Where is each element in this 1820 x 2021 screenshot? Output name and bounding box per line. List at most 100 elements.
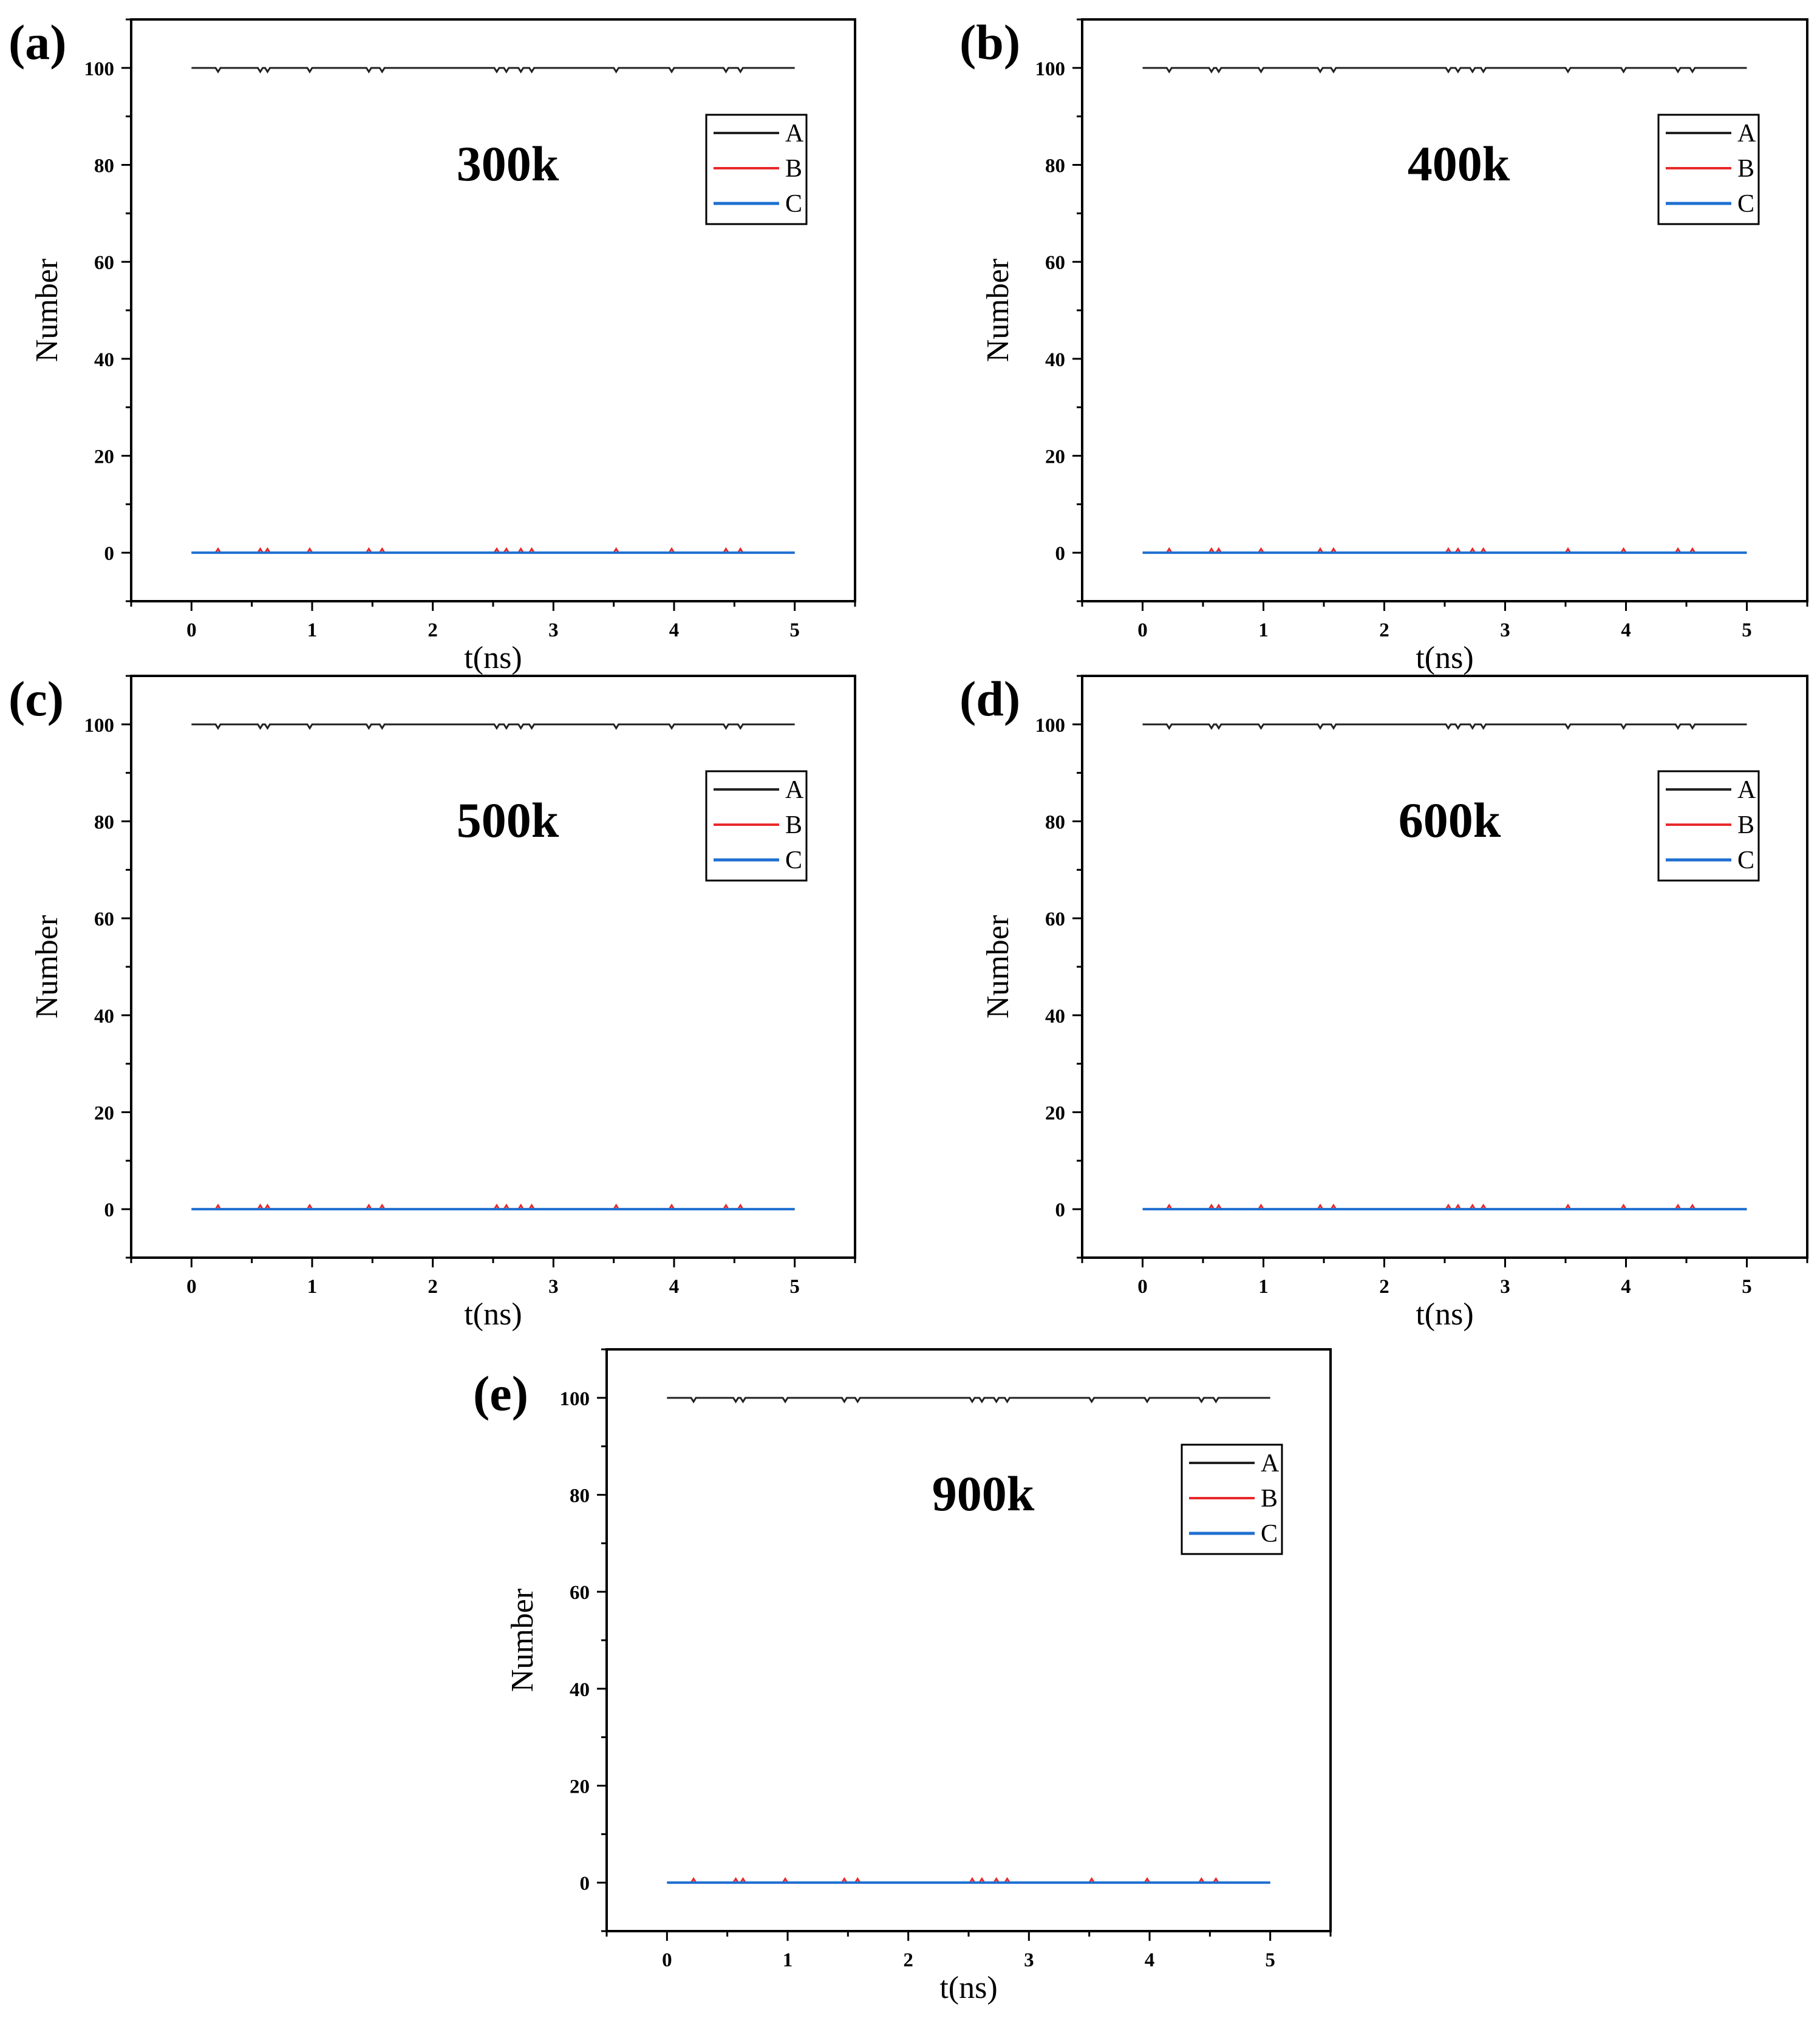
y-tick-label: 40 [1045,1006,1065,1028]
x-axis-title: t(ns) [1416,1297,1473,1332]
y-tick-label: 60 [1045,252,1065,274]
chart-panel-3: 0 1 2 3 4 5 0 20 40 60 80 100 t(ns) Number (c) 500k ABC [9,671,856,1332]
y-tick-label: 0 [104,543,115,565]
x-tick-label: 2 [1379,1276,1389,1298]
x-tick-label: 0 [1137,619,1148,641]
y-tick-label: 80 [94,155,114,177]
legend-label-C: C [785,847,802,874]
x-tick-label: 3 [1500,619,1510,641]
x-tick-label: 2 [903,1949,913,1971]
x-tick-label: 5 [789,1276,800,1298]
y-tick-label: 0 [104,1199,115,1221]
x-tick-label: 1 [307,619,318,641]
series-line-A [1142,723,1747,731]
y-axis-title: Number [30,915,64,1018]
y-tick-label: 100 [1035,715,1066,737]
y-axis-title: Number [505,1589,540,1692]
temperature-label: 500k [457,792,559,848]
y-tick-label: 80 [94,812,114,834]
y-tick-label: 100 [560,1388,590,1410]
panel-letter: (e) [473,1366,528,1421]
y-tick-label: 80 [570,1485,590,1507]
x-tick-label: 4 [669,1276,680,1298]
temperature-label: 300k [457,136,559,191]
y-axis-title: Number [981,259,1015,362]
legend-label-A: A [785,776,804,804]
y-tick-label: 20 [94,446,114,468]
x-axis-title: t(ns) [1416,641,1473,675]
x-tick-label: 4 [669,619,680,641]
legend-label-A: A [1261,1450,1280,1477]
x-tick-label: 1 [1258,619,1269,641]
x-tick-label: 1 [1258,1276,1269,1298]
legend-label-C: C [1261,1520,1278,1548]
x-axis-title: t(ns) [464,641,522,675]
y-axis-title: Number [30,259,64,362]
panel-letter: (a) [9,15,67,70]
series-line-A [1142,67,1747,74]
temperature-label: 400k [1408,136,1510,191]
y-tick-label: 0 [1055,543,1066,565]
plot-frame [605,1348,1332,1932]
y-tick-label: 80 [1045,155,1065,177]
chart-panel-2: 0 1 2 3 4 5 0 20 40 60 80 100 t(ns) Number (b) 400k ABC [959,15,1808,675]
x-tick-label: 1 [783,1949,793,1971]
y-tick-label: 100 [1035,58,1066,80]
y-tick-label: 60 [94,252,114,274]
panel-letter: (d) [959,671,1020,726]
y-tick-label: 40 [1045,349,1065,371]
legend-label-B: B [785,811,802,839]
x-tick-label: 0 [186,619,197,641]
y-axis-title: Number [981,915,1015,1018]
x-tick-label: 1 [307,1276,318,1298]
legend-label-A: A [1737,776,1756,804]
legend-label-A: A [1737,120,1756,148]
y-tick-label: 40 [94,1006,114,1028]
x-tick-label: 2 [428,619,438,641]
x-axis-title: t(ns) [464,1297,522,1332]
y-tick-label: 60 [94,908,114,930]
x-tick-label: 5 [1265,1949,1275,1971]
series-line-A [191,723,795,731]
series-line-A [667,1397,1270,1404]
y-tick-label: 40 [94,349,114,371]
legend-label-A: A [785,120,804,148]
plot-frame [1081,675,1808,1259]
x-tick-label: 5 [789,619,800,641]
plot-frame [1081,18,1808,602]
x-tick-label: 3 [1024,1949,1034,1971]
legend-label-B: B [1737,155,1754,183]
x-tick-label: 2 [428,1276,438,1298]
plot-frame [130,675,856,1259]
y-tick-label: 20 [1045,1103,1065,1125]
y-tick-label: 40 [570,1679,590,1701]
y-tick-label: 20 [570,1776,590,1798]
y-tick-label: 0 [1055,1199,1066,1221]
panel-letter: (b) [959,15,1020,70]
y-tick-label: 0 [580,1873,590,1895]
x-tick-label: 3 [548,619,559,641]
y-tick-label: 100 [84,58,115,80]
y-tick-label: 60 [1045,908,1065,930]
y-tick-label: 20 [94,1103,114,1125]
legend-label-B: B [785,155,802,183]
y-tick-label: 100 [84,715,115,737]
x-tick-label: 0 [186,1276,197,1298]
x-tick-label: 4 [1621,1276,1631,1298]
y-tick-label: 60 [570,1582,590,1604]
chart-panel-1: 0 1 2 3 4 5 0 20 40 60 80 100 t(ns) Number (a) 300k ABC [9,15,856,675]
y-tick-label: 80 [1045,812,1065,834]
x-tick-label: 0 [662,1949,672,1971]
x-axis-title: t(ns) [939,1971,997,2005]
y-tick-label: 20 [1045,446,1065,468]
legend-label-B: B [1737,811,1754,839]
temperature-label: 600k [1399,792,1501,848]
plot-frame [130,18,856,602]
panel-letter: (c) [9,671,64,726]
x-tick-label: 3 [1500,1276,1510,1298]
legend-label-B: B [1261,1485,1278,1513]
legend-label-C: C [1737,847,1754,874]
x-tick-label: 3 [548,1276,559,1298]
legend-label-C: C [1737,190,1754,218]
